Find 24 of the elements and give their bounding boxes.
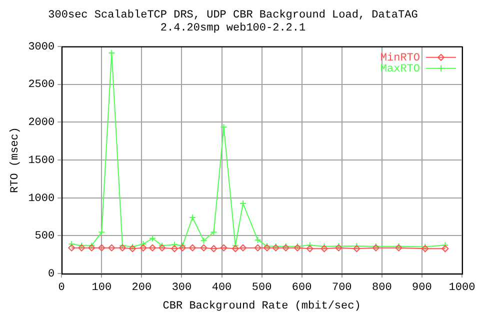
y-tick-label: 500	[34, 230, 55, 243]
chart-title: 300sec ScalableTCP DRS, UDP CBR Background Load, DataTAG	[48, 10, 418, 22]
y-axis-title: RTO (msec)	[10, 126, 22, 194]
y-tick-label: 3000	[28, 41, 55, 54]
y-tick-label: 2000	[28, 117, 55, 130]
x-tick-label: 1000	[448, 282, 476, 294]
legend-label: MaxRTO	[380, 63, 420, 76]
x-tick-label: 300	[172, 282, 192, 294]
x-tick-label: 900	[412, 282, 432, 294]
x-tick-label: 600	[292, 282, 312, 294]
x-tick-label: 100	[92, 282, 112, 294]
legend-label: MinRTO	[380, 52, 420, 64]
x-tick-label: 500	[252, 282, 272, 294]
x-tick-label: 200	[132, 282, 152, 294]
x-tick-label: 700	[332, 282, 352, 294]
y-tick-label: 1000	[28, 192, 55, 205]
y-tick-label: 2500	[28, 79, 55, 92]
x-axis-title: CBR Background Rate (mbit/sec)	[162, 300, 361, 312]
chart-subtitle: 2.4.20smp web100-2.2.1	[160, 22, 306, 35]
x-tick-label: 800	[372, 282, 392, 294]
y-tick-label: 0	[48, 268, 55, 281]
x-tick-label: 400	[212, 282, 232, 294]
x-tick-label: 0	[58, 282, 65, 294]
y-tick-label: 1500	[28, 154, 55, 167]
